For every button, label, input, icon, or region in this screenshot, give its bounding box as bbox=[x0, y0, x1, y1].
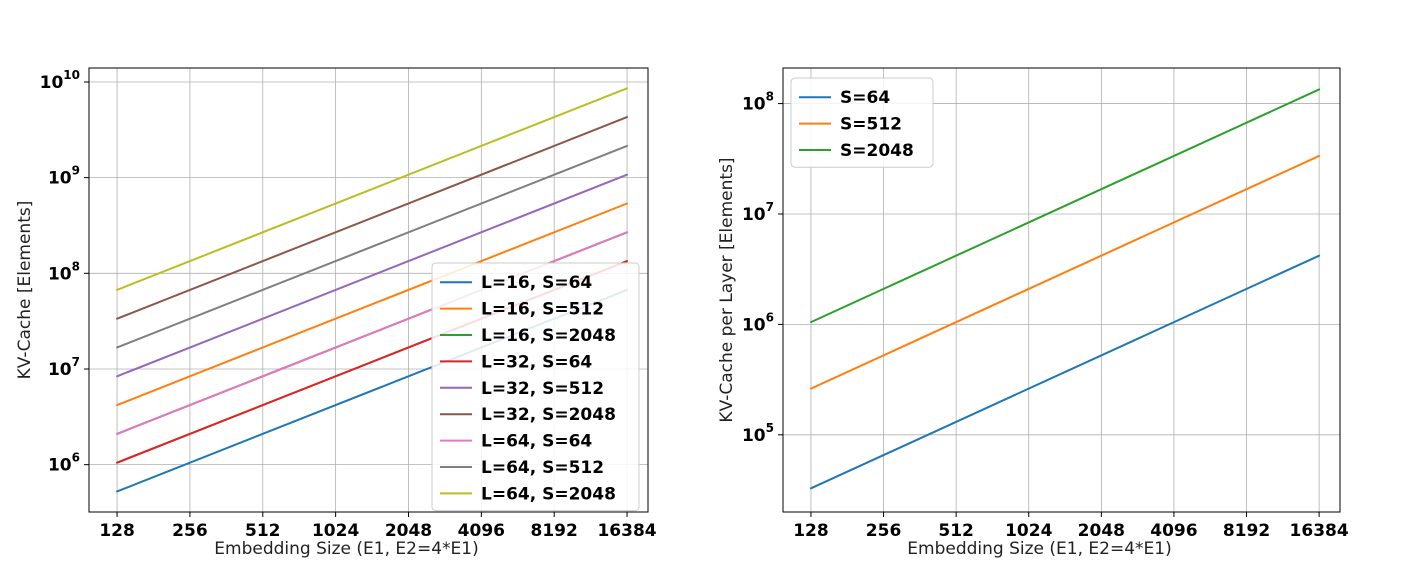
series-line-1 bbox=[809, 154, 1321, 390]
x-tick-label: 256 bbox=[866, 521, 902, 541]
x-tick-label: 2048 bbox=[385, 521, 432, 541]
y-tick-base: 10 bbox=[40, 73, 64, 93]
y-tick-label: 1010 bbox=[40, 68, 80, 93]
y-tick-exponent: 6 bbox=[766, 310, 774, 324]
y-tick-base: 10 bbox=[742, 426, 766, 446]
y-tick-exponent: 7 bbox=[72, 355, 80, 369]
y-tick-base: 10 bbox=[48, 360, 72, 380]
legend: S=64 S=512 S=2048 bbox=[790, 77, 934, 168]
y-axis-label: KV-Cache [Elements] bbox=[15, 201, 35, 380]
x-tick-label: 256 bbox=[172, 521, 208, 541]
y-tick-label: 106 bbox=[48, 451, 80, 476]
x-tick-label: 16384 bbox=[597, 521, 656, 541]
y-tick-base: 10 bbox=[742, 205, 766, 225]
y-axis-label: KV-Cache per Layer [Elements] bbox=[717, 157, 737, 422]
legend-box bbox=[790, 77, 934, 168]
y-tick-base: 10 bbox=[742, 315, 766, 335]
y-tick-label: 108 bbox=[742, 90, 774, 115]
x-tick-label: 8192 bbox=[1223, 521, 1270, 541]
plot-frame bbox=[88, 67, 649, 513]
y-tick-exponent: 6 bbox=[72, 451, 80, 465]
x-tick-label: 1024 bbox=[1005, 521, 1052, 541]
legend-entry-label: L=64, S=2048 bbox=[481, 484, 616, 504]
series-lines bbox=[809, 88, 1321, 490]
y-tick-label: 107 bbox=[742, 200, 774, 225]
legend-entry-label: S=2048 bbox=[840, 141, 914, 161]
legend-entry-label: L=64, S=64 bbox=[481, 432, 592, 452]
series-line-4 bbox=[116, 173, 629, 378]
legend-entry-label: L=16, S=2048 bbox=[481, 326, 616, 346]
series-line-0 bbox=[809, 254, 1321, 490]
x-axis-label: Embedding Size (E1, E2=4*E1) bbox=[214, 539, 478, 559]
plot-frame bbox=[782, 67, 1341, 513]
y-tick-exponent: 8 bbox=[72, 259, 80, 273]
legend-entry-label: L=32, S=2048 bbox=[481, 405, 616, 425]
x-axis: 128 256 512 1024 2048 4096 8192 16384 bbox=[793, 512, 1349, 541]
legend-entry-label: L=32, S=512 bbox=[481, 379, 604, 399]
series-line-7 bbox=[116, 144, 629, 349]
legend-entry-label: L=64, S=512 bbox=[481, 458, 604, 478]
legend-box bbox=[431, 262, 640, 512]
legend: L=16, S=64 L=16, S=512 L=16, S=2048 L=32, S… bbox=[431, 262, 640, 512]
y-tick-exponent: 7 bbox=[766, 200, 774, 214]
y-tick-label: 108 bbox=[48, 259, 80, 284]
x-axis: 128 256 512 1024 2048 4096 8192 16384 bbox=[99, 512, 657, 541]
legend-entry-label: L=16, S=512 bbox=[481, 300, 604, 320]
y-tick-label: 105 bbox=[742, 421, 774, 446]
legend-entry-label: L=32, S=64 bbox=[481, 352, 592, 372]
series-line-2 bbox=[809, 88, 1321, 324]
x-tick-label: 4096 bbox=[458, 521, 505, 541]
x-tick-label: 4096 bbox=[1150, 521, 1197, 541]
y-tick-exponent: 10 bbox=[63, 68, 80, 82]
y-tick-label: 107 bbox=[48, 355, 80, 380]
x-axis-label: Embedding Size (E1, E2=4*E1) bbox=[907, 539, 1171, 559]
y-tick-exponent: 5 bbox=[766, 421, 774, 435]
x-tick-label: 128 bbox=[99, 521, 135, 541]
series-line-8 bbox=[116, 87, 629, 291]
series-line-5 bbox=[116, 116, 629, 320]
legend-entry-label: L=16, S=64 bbox=[481, 273, 592, 293]
x-tick-label: 512 bbox=[938, 521, 974, 541]
x-tick-label: 2048 bbox=[1078, 521, 1125, 541]
y-tick-base: 10 bbox=[742, 95, 766, 115]
right-chart: 128 256 512 1024 2048 4096 8192 163841051061071… bbox=[717, 67, 1349, 559]
y-tick-exponent: 8 bbox=[766, 90, 774, 104]
y-tick-label: 109 bbox=[48, 164, 80, 189]
y-tick-base: 10 bbox=[48, 264, 72, 284]
extra-line-0 bbox=[116, 202, 629, 407]
legend-entry-label: S=64 bbox=[840, 88, 890, 108]
y-tick-base: 10 bbox=[48, 456, 72, 476]
left-chart: 128 256 512 1024 2048 4096 8192 163841061071081… bbox=[15, 67, 657, 559]
x-tick-label: 1024 bbox=[312, 521, 359, 541]
y-tick-base: 10 bbox=[48, 169, 72, 189]
x-tick-label: 16384 bbox=[1290, 521, 1349, 541]
legend-entry-label: S=512 bbox=[840, 115, 902, 135]
x-tick-label: 8192 bbox=[531, 521, 578, 541]
y-tick-label: 106 bbox=[742, 310, 774, 335]
y-tick-exponent: 9 bbox=[72, 164, 80, 178]
x-tick-label: 128 bbox=[793, 521, 829, 541]
x-tick-label: 512 bbox=[245, 521, 281, 541]
